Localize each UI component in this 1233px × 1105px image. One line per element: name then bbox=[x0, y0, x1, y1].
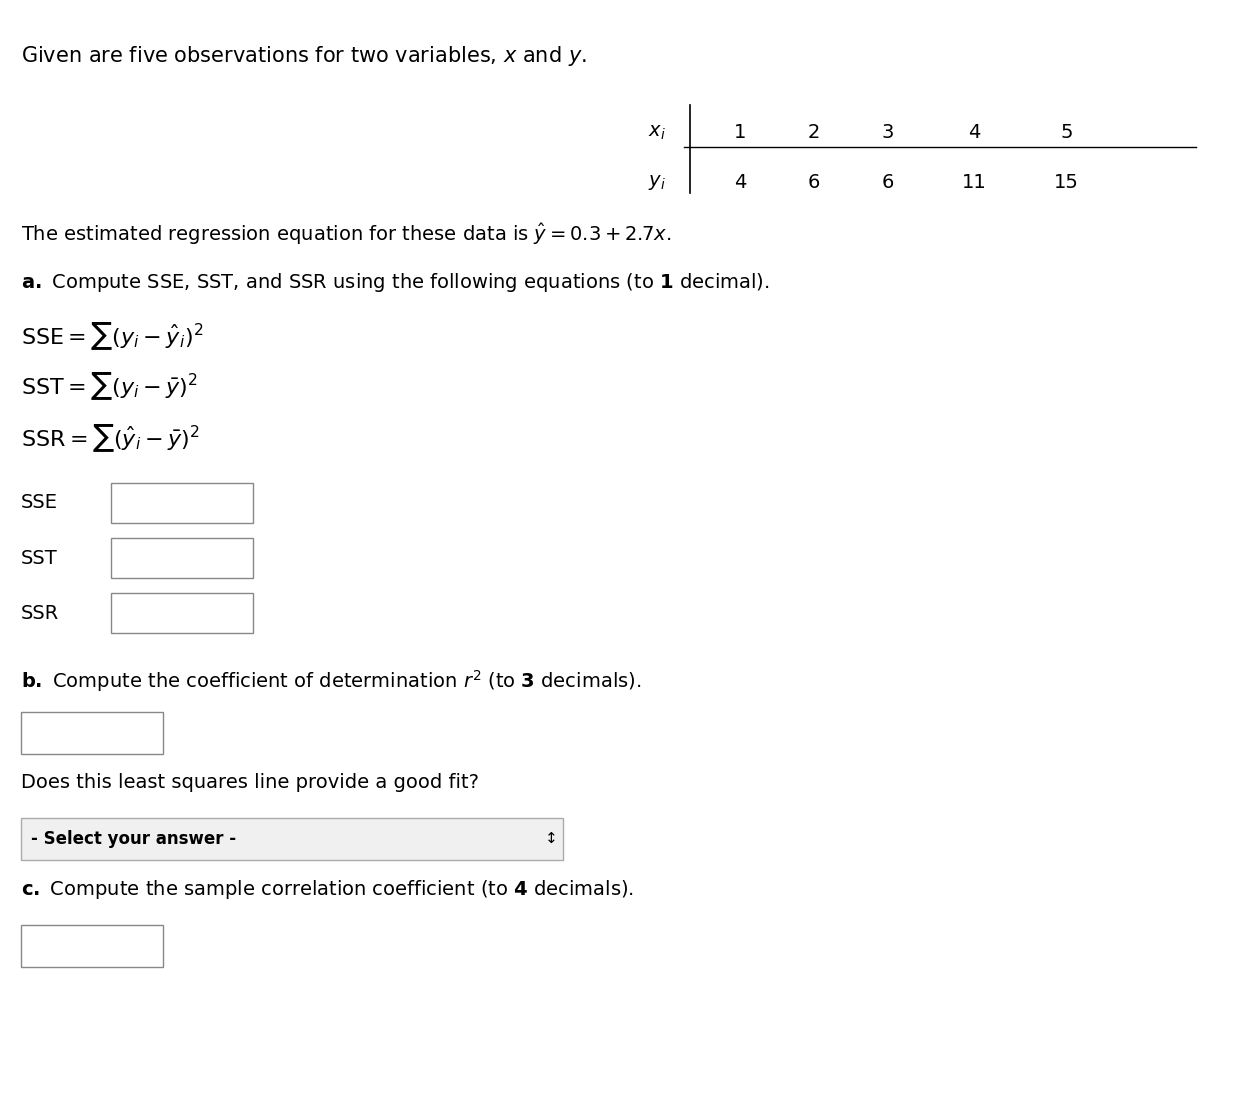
Text: $\mathbf{c.}$ Compute the sample correlation coefficient (to $\mathbf{4}$ decima: $\mathbf{c.}$ Compute the sample correla… bbox=[21, 878, 634, 902]
FancyBboxPatch shape bbox=[21, 925, 163, 967]
Text: $x_i$: $x_i$ bbox=[649, 123, 666, 143]
Text: 5: 5 bbox=[1060, 123, 1073, 143]
Text: $\mathbf{a.}$ Compute SSE, SST, and SSR using the following equations (to $\math: $\mathbf{a.}$ Compute SSE, SST, and SSR … bbox=[21, 271, 769, 294]
Text: 1: 1 bbox=[734, 123, 746, 143]
Text: The estimated regression equation for these data is $\hat{y} = 0.3 + 2.7x$.: The estimated regression equation for th… bbox=[21, 221, 672, 246]
Text: 4: 4 bbox=[968, 123, 980, 143]
FancyBboxPatch shape bbox=[111, 593, 253, 633]
Text: 6: 6 bbox=[808, 172, 820, 192]
Text: ↕: ↕ bbox=[545, 831, 557, 846]
Text: $\mathrm{SSR} = \sum (\hat{y}_i - \bar{y})^2$: $\mathrm{SSR} = \sum (\hat{y}_i - \bar{y… bbox=[21, 422, 200, 454]
Text: SST: SST bbox=[21, 548, 58, 568]
FancyBboxPatch shape bbox=[111, 538, 253, 578]
Text: 4: 4 bbox=[734, 172, 746, 192]
FancyBboxPatch shape bbox=[21, 818, 563, 860]
Text: SSE: SSE bbox=[21, 493, 58, 513]
Text: 11: 11 bbox=[962, 172, 986, 192]
Text: 6: 6 bbox=[882, 172, 894, 192]
Text: $\mathrm{SSE} = \sum (y_i - \hat{y}_i)^2$: $\mathrm{SSE} = \sum (y_i - \hat{y}_i)^2… bbox=[21, 320, 203, 352]
Text: 2: 2 bbox=[808, 123, 820, 143]
Text: $y_i$: $y_i$ bbox=[649, 172, 666, 192]
Text: - Select your answer -: - Select your answer - bbox=[31, 830, 236, 848]
Text: 3: 3 bbox=[882, 123, 894, 143]
Text: $\mathrm{SST} = \sum (y_i - \bar{y})^2$: $\mathrm{SST} = \sum (y_i - \bar{y})^2$ bbox=[21, 370, 197, 402]
FancyBboxPatch shape bbox=[21, 712, 163, 754]
Text: Does this least squares line provide a good fit?: Does this least squares line provide a g… bbox=[21, 774, 478, 792]
Text: Given are five observations for two variables, $x$ and $y$.: Given are five observations for two vari… bbox=[21, 44, 587, 69]
FancyBboxPatch shape bbox=[111, 483, 253, 523]
Text: $\mathbf{b.}$ Compute the coefficient of determination $r^2$ (to $\mathbf{3}$ de: $\mathbf{b.}$ Compute the coefficient of… bbox=[21, 669, 641, 694]
Text: 15: 15 bbox=[1054, 172, 1079, 192]
Text: SSR: SSR bbox=[21, 603, 59, 623]
